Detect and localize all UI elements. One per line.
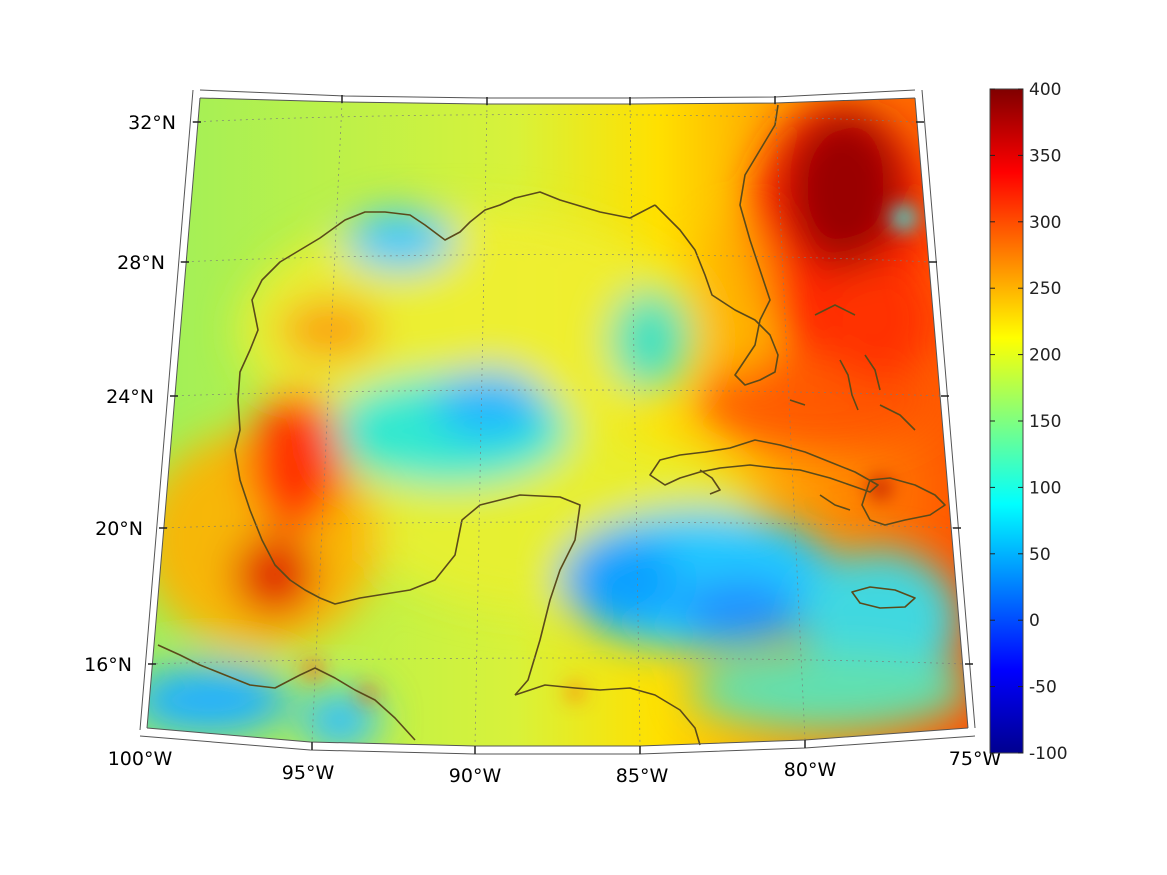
colorbar-label-150: 150 (1029, 412, 1061, 432)
frame-ticks (148, 95, 973, 754)
colorbar: 400 350 300 250 200 150 100 50 0 -50 -10… (989, 80, 1068, 764)
colorbar-label-200: 200 (1029, 346, 1061, 366)
field-shading (147, 98, 968, 746)
colorbar-label-50: 50 (1029, 545, 1051, 565)
lat-label-20n: 20°N (95, 518, 143, 540)
lon-label-85w: 85°W (616, 765, 669, 787)
longitude-labels: 100°W 95°W 90°W 85°W 80°W 75°W (108, 748, 1002, 787)
latitude-labels: 32°N 28°N 24°N 20°N 16°N (84, 112, 176, 676)
lon-label-90w: 90°W (449, 765, 502, 787)
lat-label-16n: 16°N (84, 654, 132, 676)
lat-label-24n: 24°N (106, 386, 154, 408)
coastlines (157, 104, 946, 746)
colorbar-label-350: 350 (1029, 146, 1061, 166)
colorbar-label-250: 250 (1029, 279, 1061, 299)
map-frame (139, 89, 976, 755)
lon-label-75w: 75°W (949, 748, 1002, 770)
graticule (149, 101, 966, 747)
colorbar-label-300: 300 (1029, 213, 1061, 233)
colorbar-label-0: 0 (1029, 611, 1040, 631)
lat-label-32n: 32°N (128, 112, 176, 134)
colorbar-label-400: 400 (1029, 80, 1061, 100)
colorbar-label-minus100: -100 (1029, 744, 1068, 764)
lon-label-100w: 100°W (108, 748, 173, 770)
colorbar-labels: 400 350 300 250 200 150 100 50 0 -50 -10… (1029, 80, 1068, 764)
lon-label-95w: 95°W (282, 762, 335, 784)
colorbar-ticks (990, 88, 1023, 754)
lon-label-80w: 80°W (784, 759, 837, 781)
colorbar-gradient (989, 88, 1024, 754)
lat-label-28n: 28°N (117, 252, 165, 274)
colorbar-label-minus50: -50 (1029, 678, 1057, 698)
colorbar-label-100: 100 (1029, 478, 1061, 498)
